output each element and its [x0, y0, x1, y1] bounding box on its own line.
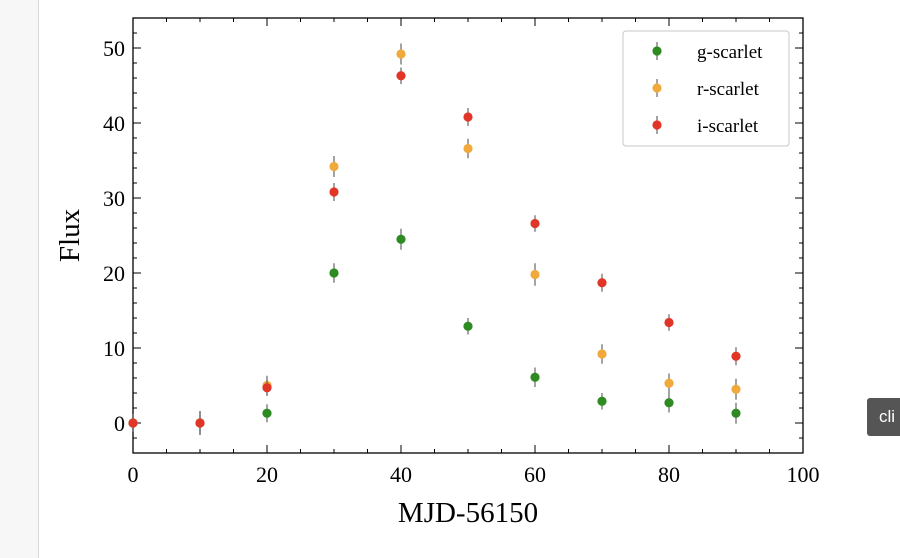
- data-point: [597, 278, 607, 288]
- clip-button[interactable]: cli: [867, 398, 900, 436]
- data-point: [463, 112, 473, 122]
- y-axis-title: Flux: [54, 208, 86, 262]
- x-tick-label: 80: [658, 462, 680, 487]
- x-tick-label: 60: [524, 462, 546, 487]
- y-tick-label: 30: [103, 186, 125, 211]
- plot-area: 0 20 40 60 80 100 0 10 20 30 40 50: [103, 17, 820, 487]
- legend-marker: [652, 120, 662, 130]
- data-point: [329, 268, 339, 278]
- data-point: [463, 143, 473, 154]
- data-point: [530, 372, 540, 382]
- data-point: [195, 418, 205, 428]
- data-marks: [128, 43, 741, 435]
- x-axis-title: MJD-56150: [398, 497, 538, 529]
- left-margin-strip: [0, 0, 38, 558]
- x-tick-label: 40: [390, 462, 412, 487]
- data-point: [731, 351, 741, 361]
- y-tick-label: 0: [114, 411, 125, 436]
- data-point: [731, 384, 741, 394]
- y-tick-label: 20: [103, 261, 125, 286]
- data-point: [597, 396, 607, 406]
- chart-legend: g-scarlet r-scarlet i-scarlet: [622, 30, 790, 147]
- legend-marker: [652, 83, 662, 93]
- data-point: [731, 408, 741, 418]
- data-point: [664, 378, 674, 388]
- legend-box: [622, 30, 790, 147]
- data-point: [664, 398, 674, 408]
- legend-label: i-scarlet: [697, 116, 759, 137]
- data-point: [664, 317, 674, 328]
- y-tick-label: 40: [103, 111, 125, 136]
- data-point: [396, 234, 406, 244]
- data-point: [530, 269, 540, 280]
- data-point: [396, 71, 406, 81]
- legend-label: g-scarlet: [697, 42, 763, 63]
- x-tick-label: 100: [787, 462, 820, 487]
- legend-marker: [652, 46, 662, 56]
- y-tick-label: 50: [103, 36, 125, 61]
- x-tick-label: 0: [128, 462, 139, 487]
- data-point: [128, 418, 138, 428]
- y-tick-label: 10: [103, 336, 125, 361]
- data-point: [396, 49, 406, 59]
- data-point: [262, 408, 272, 418]
- x-tick-label: 20: [256, 462, 278, 487]
- data-point: [329, 187, 339, 197]
- data-point: [463, 321, 473, 331]
- data-point: [329, 161, 339, 172]
- data-point: [262, 383, 272, 393]
- legend-label: r-scarlet: [697, 79, 760, 100]
- data-point: [530, 218, 540, 229]
- data-point: [597, 349, 607, 359]
